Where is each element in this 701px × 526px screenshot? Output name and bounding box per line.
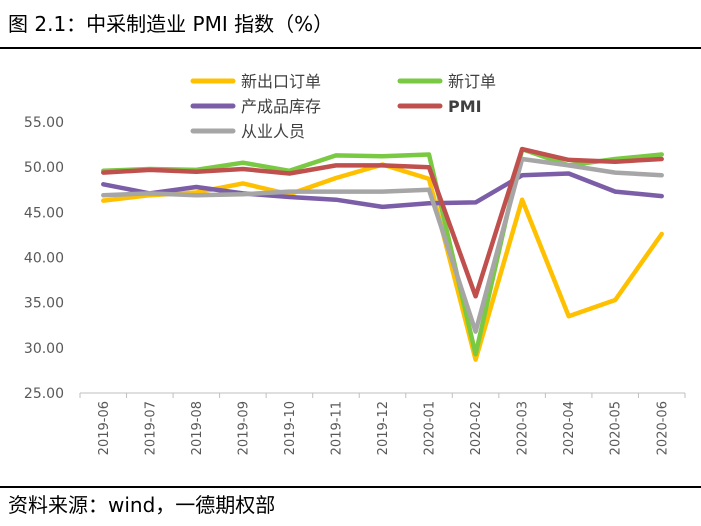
legend-label: PMI [448,97,482,116]
x-tick-label: 2019-09 [236,401,251,455]
x-tick-label: 2019-11 [330,401,345,455]
legend-label: 新订单 [448,72,496,91]
x-tick-label: 2019-12 [376,401,391,455]
legend-label: 从业人员 [241,122,305,141]
legend-label: 新出口订单 [241,72,321,91]
series-line [101,171,664,210]
series-line [101,156,664,334]
x-tick-label: 2020-06 [655,401,670,455]
x-tick-label: 2020-05 [609,401,624,455]
series-line [101,146,664,357]
x-tick-label: 2020-01 [423,401,438,455]
y-tick-label: 30.00 [24,341,64,357]
x-tick-label: 2019-08 [190,401,205,455]
legend-label: 产成品库存 [241,97,321,116]
figure-source: 资料来源：wind，一德期权部 [8,493,276,517]
x-tick-label: 2020-04 [562,401,577,455]
y-tick-label: 35.00 [24,296,64,312]
x-tick-label: 2020-03 [516,401,531,455]
x-tick-label: 2019-07 [143,401,158,455]
line-chart: 25.00 30.00 35.00 40.00 45.00 50.00 55.00 2019-… [24,72,686,455]
x-tick-label: 2020-02 [469,401,484,455]
top-rule [0,47,701,49]
x-tick-label: 2019-10 [283,401,298,455]
y-tick-label: 40.00 [24,251,64,267]
y-tick-label: 45.00 [24,205,64,221]
plot-area: 25.00 30.00 35.00 40.00 45.00 50.00 55.00 2019-… [24,115,686,455]
y-tick-label: 55.00 [24,115,64,131]
figure-title: 图 2.1：中采制造业 PMI 指数（%） [8,12,334,36]
y-tick-label: 25.00 [24,386,64,402]
series-line [101,146,664,299]
x-tick-label: 2019-06 [97,401,112,455]
bottom-rule [0,486,701,488]
y-tick-label: 50.00 [24,160,64,176]
